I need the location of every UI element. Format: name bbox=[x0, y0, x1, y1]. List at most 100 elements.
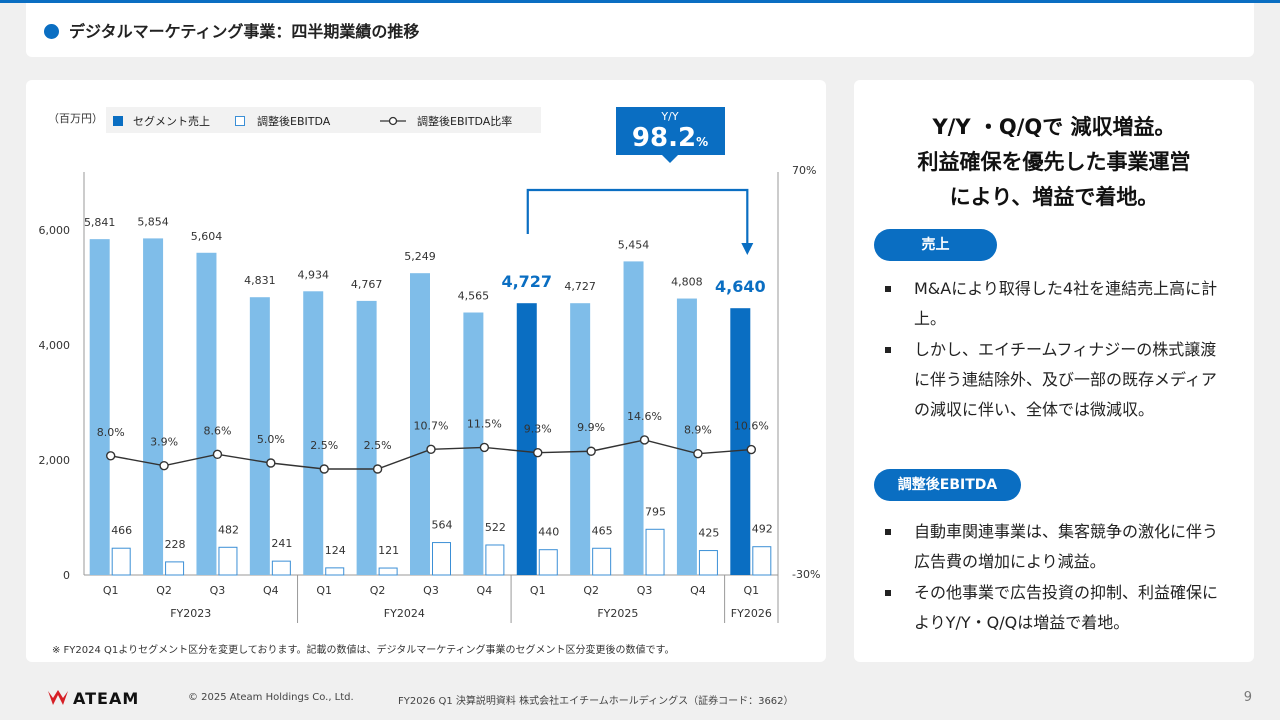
x-tick-label: Q4 bbox=[690, 584, 706, 597]
sales-value-label: 5,454 bbox=[618, 238, 650, 251]
ratio-point bbox=[533, 447, 543, 458]
ebitda-bar bbox=[698, 550, 718, 576]
ratio-value-label: 3.9% bbox=[150, 436, 178, 449]
sales-value-label: 5,604 bbox=[191, 230, 223, 243]
ebitda-value-label: 121 bbox=[378, 544, 399, 557]
sales-bar bbox=[249, 297, 270, 575]
ratio-point bbox=[319, 464, 329, 474]
x-tick-label: Q2 bbox=[156, 584, 172, 597]
summary-panel: Y/Y ・Q/Qで 減収増益。 利益確保を優先した事業運営 により、増益で着地。… bbox=[854, 80, 1254, 662]
chart-panel: （百万円） セグメント売上 調整後EBITDA 調整後EBITDA比率 0 2,000 4,… bbox=[26, 80, 826, 662]
ebitda-value-label: 564 bbox=[432, 519, 453, 532]
sales-bar bbox=[516, 303, 537, 575]
ebitda-bar bbox=[325, 567, 345, 576]
ratio-value-label: 10.6% bbox=[734, 420, 769, 433]
x-tick-label: Q1 bbox=[103, 584, 119, 597]
y-tick-label: 6,000 bbox=[39, 224, 71, 237]
sales-value-label: 4,934 bbox=[297, 268, 329, 281]
ratio-point bbox=[693, 448, 703, 459]
x-tick-label: Q3 bbox=[210, 584, 226, 597]
ebitda-value-label: 425 bbox=[698, 527, 719, 540]
ratio-point bbox=[746, 444, 757, 455]
x-tick-label: Q4 bbox=[477, 584, 493, 597]
x-tick-label: Q1 bbox=[530, 584, 546, 597]
list-item: しかし、エイチームフィナジーの株式譲渡に伴う連結除外、及び一部の既存メディアの減… bbox=[882, 335, 1222, 425]
ebitda-value-label: 482 bbox=[218, 523, 239, 536]
headline-line: 利益確保を優先した事業運営 bbox=[917, 150, 1191, 174]
yoy-callout-pointer bbox=[662, 155, 678, 163]
ebitda-bar bbox=[271, 560, 291, 576]
ratio-point bbox=[105, 451, 116, 461]
list-item: M&Aにより取得した4社を連結売上高に計上。 bbox=[882, 274, 1222, 334]
fiscal-year-label: FY2025 bbox=[597, 607, 638, 620]
y-axis-unit-label: （百万円） bbox=[48, 112, 103, 125]
x-tick-label: Q2 bbox=[370, 584, 386, 597]
slide-footer: ATEAM © 2025 Ateam Holdings Co., Ltd. FY… bbox=[26, 678, 1254, 720]
ratio-value-label: 14.6% bbox=[627, 410, 662, 423]
summary-headline: Y/Y ・Q/Qで 減収増益。 利益確保を優先した事業運営 により、増益で着地。 bbox=[854, 110, 1254, 215]
sales-value-label: 4,767 bbox=[351, 278, 383, 291]
page-title: デジタルマーケティング事業：四半期業績の推移 bbox=[69, 22, 420, 41]
ebitda-bar bbox=[645, 528, 665, 576]
sales-bar bbox=[143, 238, 164, 575]
sales-value-label: 4,640 bbox=[715, 277, 766, 296]
sales-value-label: 4,565 bbox=[458, 290, 490, 303]
ratio-point bbox=[159, 460, 169, 471]
x-tick-label: Q3 bbox=[637, 584, 653, 597]
legend-ebitda-label: 調整後EBITDA bbox=[257, 114, 331, 128]
ebitda-value-label: 440 bbox=[538, 526, 559, 539]
yoy-bracket bbox=[526, 188, 749, 246]
x-tick-label: Q2 bbox=[583, 584, 599, 597]
ebitda-value-label: 492 bbox=[752, 523, 773, 536]
ebitda-bar bbox=[111, 547, 131, 576]
slide-header: デジタルマーケティング事業：四半期業績の推移 bbox=[26, 3, 1254, 57]
y-tick-label: 4,000 bbox=[39, 339, 71, 352]
yoy-arrow-head bbox=[741, 243, 754, 255]
ebitda-value-label: 522 bbox=[485, 521, 506, 534]
ebitda-points-list: 自動車関連事業は、集客競争の激化に伴う広告費の増加により減益。 その他事業で広告… bbox=[882, 517, 1222, 639]
logo-wordmark: ATEAM bbox=[73, 688, 140, 708]
ebitda-bar bbox=[432, 542, 451, 576]
sales-value-label: 4,727 bbox=[501, 272, 552, 291]
ebitda-value-label: 228 bbox=[165, 538, 186, 551]
ebitda-value-label: 241 bbox=[271, 537, 292, 550]
headline-line: により、増益で着地。 bbox=[949, 185, 1159, 209]
ratio-value-label: 9.9% bbox=[577, 421, 605, 434]
x-tick-label: Q4 bbox=[263, 584, 279, 597]
sales-bar bbox=[410, 273, 430, 575]
copyright: © 2025 Ateam Holdings Co., Ltd. bbox=[188, 692, 354, 703]
ratio-value-label: 9.3% bbox=[524, 423, 552, 436]
ebitda-value-label: 124 bbox=[325, 544, 346, 557]
ebitda-bar bbox=[592, 547, 612, 576]
ratio-value-label: 2.5% bbox=[364, 439, 392, 452]
ebitda-bar bbox=[752, 546, 772, 576]
ratio-point bbox=[372, 464, 383, 474]
title-bullet-icon bbox=[44, 24, 59, 39]
y-tick-label: 0 bbox=[63, 569, 70, 582]
list-item: 自動車関連事業は、集客競争の激化に伴う広告費の増加により減益。 bbox=[882, 517, 1222, 577]
legend-ratio-marker bbox=[388, 116, 398, 126]
fiscal-year-label: FY2024 bbox=[384, 607, 425, 620]
sales-section-label: 売上 bbox=[874, 229, 997, 261]
ateam-logo: ATEAM bbox=[47, 687, 139, 709]
sales-bar bbox=[356, 300, 377, 575]
ratio-value-label: 11.5% bbox=[467, 417, 502, 430]
ratio-point bbox=[479, 442, 490, 453]
sales-value-label: 4,831 bbox=[244, 274, 276, 287]
sales-bar bbox=[89, 239, 110, 575]
x-tick-label: Q1 bbox=[743, 584, 759, 597]
list-item: その他事業で広告投資の抑制、利益確保によりY/Y・Q/Qは増益で着地。 bbox=[882, 578, 1222, 638]
x-tick-label: Q1 bbox=[316, 584, 332, 597]
legend-ratio-label: 調整後EBITDA比率 bbox=[417, 114, 512, 128]
top-accent-line bbox=[0, 0, 1280, 3]
ratio-point bbox=[212, 449, 223, 460]
sales-bar bbox=[730, 308, 751, 575]
ebitda-value-label: 466 bbox=[111, 524, 132, 537]
ratio-value-label: 5.0% bbox=[257, 433, 285, 446]
sales-bar bbox=[463, 312, 484, 575]
legend-background bbox=[106, 107, 541, 133]
ebitda-bar bbox=[538, 549, 558, 576]
chart-footnote: ※ FY2024 Q1よりセグメント区分を変更しております。記載の数値は、デジタ… bbox=[52, 645, 675, 656]
sales-value-label: 4,808 bbox=[671, 276, 703, 289]
yoy-label: Y/Y bbox=[660, 110, 678, 123]
